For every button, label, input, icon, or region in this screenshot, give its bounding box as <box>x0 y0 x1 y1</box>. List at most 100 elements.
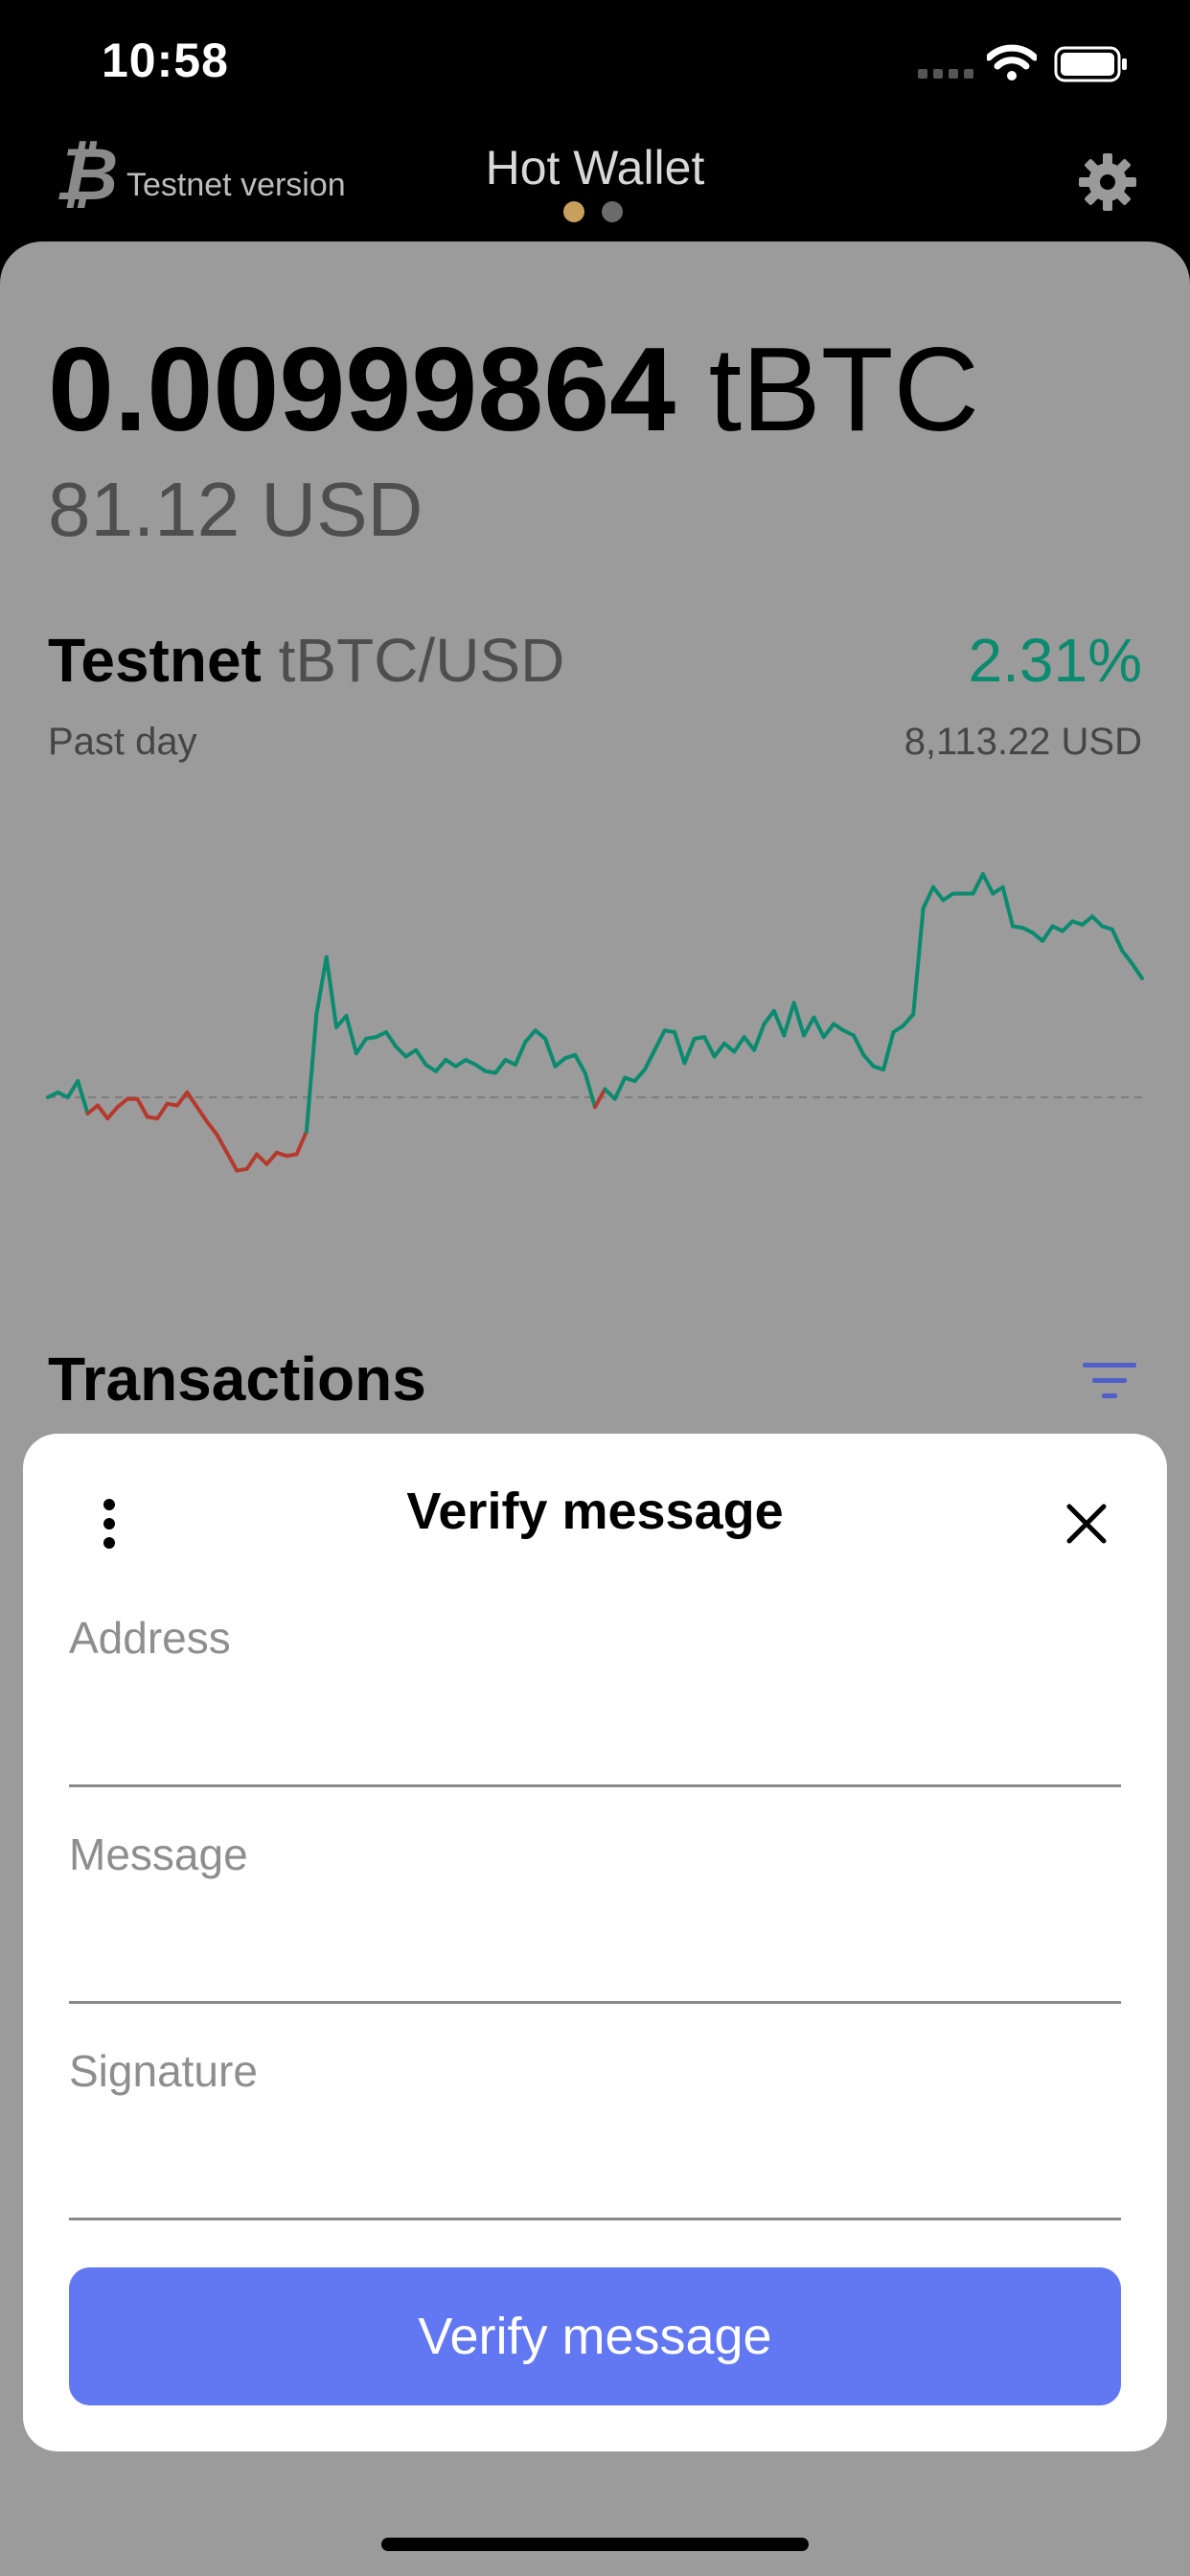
market-pair: Testnet tBTC/USD <box>48 625 564 696</box>
chart-line-segment <box>383 1030 399 1049</box>
chart-line-segment <box>224 1150 240 1173</box>
chart-line-segment <box>533 1028 548 1041</box>
chart-line-segment <box>1130 961 1144 980</box>
chart-line-segment <box>782 1000 796 1038</box>
chart-line-segment <box>901 1012 916 1028</box>
chart-line-segment <box>821 1022 836 1040</box>
chart-line-segment <box>752 1022 767 1052</box>
chart-line-segment <box>861 1052 876 1069</box>
chart-line-segment <box>1060 919 1075 933</box>
wifi-icon <box>987 44 1037 80</box>
chart-line-segment <box>403 1047 419 1059</box>
chart-line-segment <box>1000 885 1016 929</box>
chart-line-segment <box>911 906 926 1017</box>
chart-line-segment <box>294 1129 309 1157</box>
chart-line-segment <box>85 1103 100 1116</box>
chart-line-segment <box>314 954 329 1017</box>
more-vertical-icon[interactable] <box>100 1495 119 1552</box>
chart-line-segment <box>1030 931 1045 943</box>
message-input[interactable] <box>69 1926 1125 1995</box>
price-label: 8,113.22 USD <box>904 721 1142 763</box>
status-bar: 10:58 <box>0 0 1190 125</box>
chart-line-segment <box>612 1075 628 1101</box>
chart-line-segment <box>712 1041 726 1059</box>
page-indicator <box>563 201 623 222</box>
address-input[interactable] <box>69 1710 1125 1779</box>
chart-line-segment <box>215 1133 229 1155</box>
network-label: Testnet version <box>126 167 346 203</box>
chart-line-segment <box>802 1015 816 1038</box>
cellular-signal-icon <box>918 69 973 79</box>
filter-icon[interactable] <box>1081 1357 1138 1405</box>
chart-line-segment <box>523 1028 538 1045</box>
chart-line-segment <box>891 1024 905 1034</box>
balance-amount: 0.00999864 <box>48 324 676 456</box>
chart-line-segment <box>264 1150 279 1166</box>
chart-line-segment <box>742 1035 757 1052</box>
chart-line-segment <box>423 1063 438 1073</box>
chart-line-segment <box>851 1033 866 1057</box>
chart-line-segment <box>673 1030 687 1066</box>
bitcoin-icon[interactable]: ₿ <box>56 134 117 211</box>
chart-line-segment <box>344 1014 358 1056</box>
balance: 0.00999864 tBTC <box>48 322 979 458</box>
chart-line-segment <box>135 1096 149 1119</box>
battery-icon <box>1054 46 1127 82</box>
chart-line-segment <box>832 1022 846 1033</box>
chart-line-segment <box>682 1036 697 1066</box>
chart-line-segment <box>65 1079 80 1099</box>
chart-line-segment <box>493 1057 508 1075</box>
chart-line-segment <box>76 1079 90 1116</box>
period-label: Past day <box>48 721 197 763</box>
chart-line-segment <box>652 1028 667 1052</box>
chart-line-segment <box>573 1052 587 1075</box>
svg-text:₿: ₿ <box>56 134 117 211</box>
page-dot <box>602 201 623 222</box>
chart-line-segment <box>195 1105 210 1124</box>
chart-line-segment <box>334 1014 349 1029</box>
chart-line-segment <box>543 1036 558 1069</box>
chart-line-segment <box>603 1087 617 1101</box>
chart-line-segment <box>642 1047 657 1072</box>
chart-line-segment <box>762 1008 776 1026</box>
price-chart <box>46 872 1144 1173</box>
chart-line-segment <box>453 1057 469 1069</box>
wallet-title: Hot Wallet <box>485 141 705 195</box>
message-field: Message <box>69 1828 1125 2004</box>
home-indicator[interactable] <box>381 2538 809 2551</box>
chart-line-segment <box>255 1152 269 1166</box>
chart-line-segment <box>921 885 935 910</box>
chart-line-segment <box>980 872 995 896</box>
balance-fiat: 81.12 USD <box>48 467 423 552</box>
verify-message-sheet: Verify message Address Message Signature… <box>23 1434 1167 2451</box>
chart-line-segment <box>155 1101 170 1121</box>
chart-line-segment <box>324 954 339 1029</box>
chart-line-segment <box>433 1057 448 1073</box>
signature-input[interactable] <box>69 2143 1125 2212</box>
verify-message-button[interactable]: Verify message <box>69 2267 1121 2405</box>
chart-line-segment <box>791 1000 807 1038</box>
close-icon[interactable] <box>1062 1499 1111 1549</box>
chart-line-segment <box>812 1015 826 1040</box>
chart-line-segment <box>1080 914 1095 927</box>
gear-icon[interactable] <box>1077 151 1138 213</box>
chart-line-segment <box>593 1087 607 1110</box>
address-label: Address <box>69 1613 231 1663</box>
chart-line-segment <box>941 891 955 903</box>
chart-line-segment <box>304 1012 319 1134</box>
market-pair-label: tBTC/USD <box>278 626 565 695</box>
chart-line-segment <box>1120 949 1134 966</box>
signature-field: Signature <box>69 2045 1125 2220</box>
sheet-title: Verify message <box>406 1483 784 1540</box>
balance-unit: tBTC <box>708 324 980 456</box>
price-change: 2.31% <box>968 626 1142 695</box>
chart-line-segment <box>354 1036 369 1056</box>
chart-line-segment <box>513 1040 528 1067</box>
chart-line-segment <box>1090 914 1105 929</box>
message-label: Message <box>69 1829 248 1879</box>
chart-line-segment <box>174 1090 190 1108</box>
chart-line-segment <box>583 1070 597 1110</box>
chart-line-segment <box>553 1056 567 1069</box>
chart-line-segment <box>115 1096 130 1110</box>
chart-line-segment <box>721 1041 737 1054</box>
